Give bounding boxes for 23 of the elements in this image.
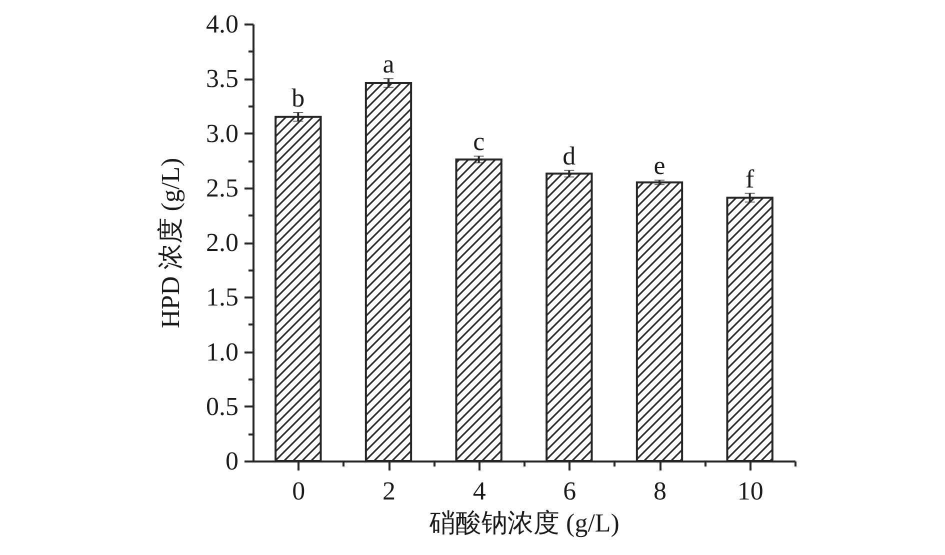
x-tick-label: 10 <box>737 476 764 506</box>
y-tick-label: 0.5 <box>206 392 238 421</box>
x-tick-label: 8 <box>654 476 666 506</box>
y-tick-label: 2.0 <box>206 228 238 257</box>
annotation: b <box>292 83 305 112</box>
y-tick-label: 3.5 <box>206 64 238 94</box>
y-tick-label: 4.0 <box>206 10 238 38</box>
y-tick-label: 1.5 <box>206 282 238 312</box>
y-tick-label: 0 <box>226 446 238 476</box>
annotation: a <box>382 50 395 79</box>
x-axis-title: 硝酸钠浓度 (g/L) <box>428 508 620 538</box>
x-tick-label: 2 <box>382 476 396 506</box>
annotation: e <box>654 151 666 180</box>
y-axis-title: HPD 浓度 (g/L) <box>156 158 185 328</box>
y-tick-label: 2.5 <box>206 173 238 202</box>
annotation: c <box>473 127 485 156</box>
y-tick-label: 1.0 <box>206 337 238 366</box>
x-tick-label: 6 <box>563 476 576 506</box>
x-tick-label: 4 <box>472 476 486 506</box>
y-tick-label: 3.0 <box>206 118 238 148</box>
annotation: f <box>745 164 754 194</box>
x-tick-label: 0 <box>292 476 306 506</box>
annotation: d <box>562 141 576 170</box>
